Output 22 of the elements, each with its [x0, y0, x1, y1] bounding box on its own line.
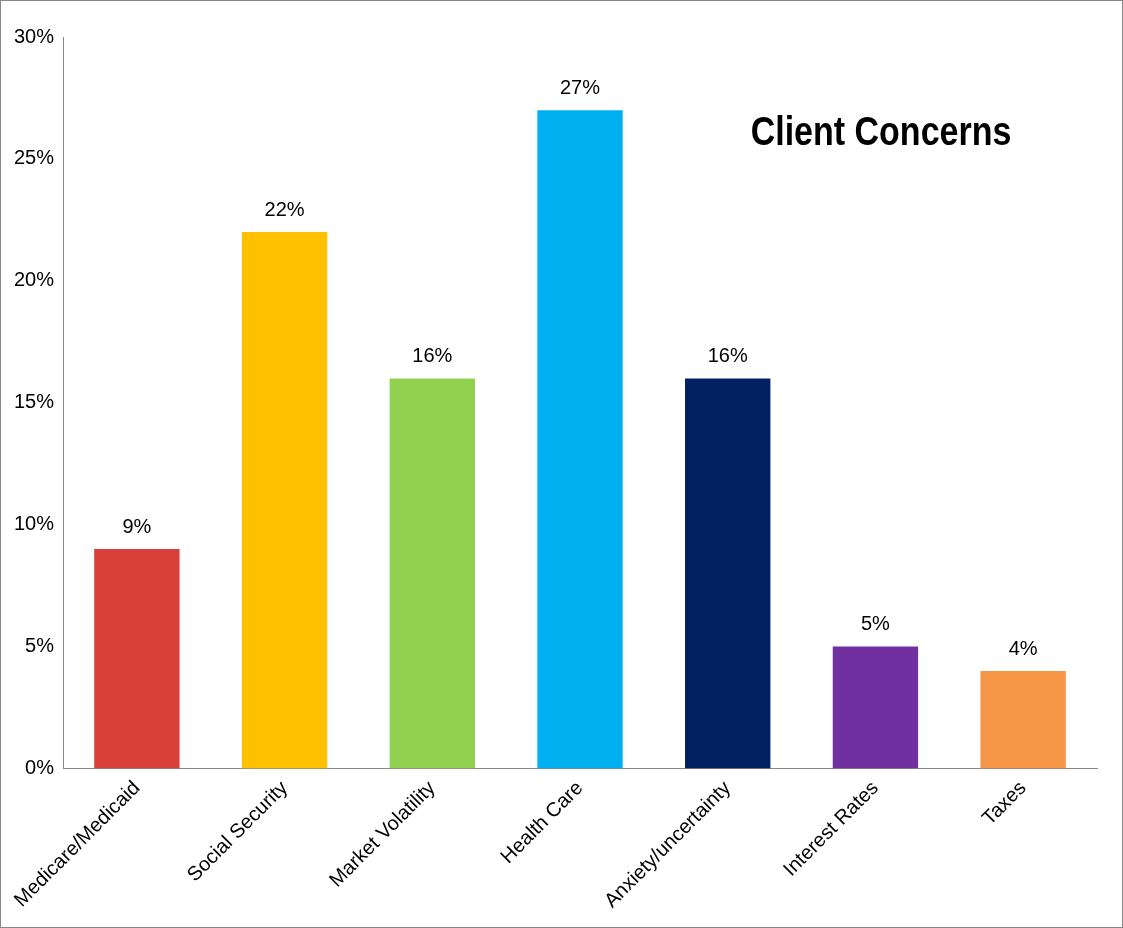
- y-tick-label: 5%: [25, 634, 55, 657]
- data-label: 16%: [707, 343, 748, 366]
- y-tick-label: 15%: [14, 390, 55, 413]
- bar: [94, 549, 180, 769]
- y-tick-label: 20%: [14, 268, 55, 291]
- bar: [389, 378, 475, 769]
- data-label: 9%: [122, 514, 152, 537]
- bar: [537, 110, 623, 769]
- y-tick-label: 25%: [14, 146, 55, 169]
- text: Client Concerns: [749, 109, 1013, 154]
- y-tick-label: 30%: [14, 24, 55, 47]
- data-label: 27%: [560, 75, 601, 98]
- bar: [832, 646, 919, 769]
- bar: [685, 378, 771, 769]
- bar: [241, 232, 328, 769]
- y-tick-label: 0%: [25, 756, 55, 779]
- data-label: 22%: [264, 197, 305, 220]
- data-label: 16%: [412, 343, 453, 366]
- y-tick-label: 10%: [14, 512, 55, 535]
- data-label: 5%: [860, 612, 891, 635]
- bar: [980, 671, 1066, 769]
- data-label: 4%: [1008, 636, 1038, 659]
